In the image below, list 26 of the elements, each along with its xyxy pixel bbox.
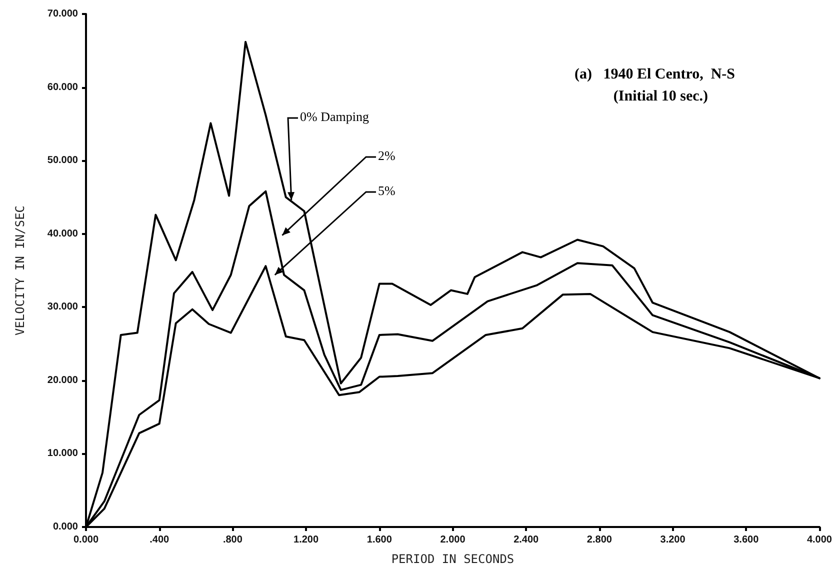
y-tick-label: 10.000 (47, 448, 78, 460)
text: 2% (378, 148, 396, 163)
y-tick-label: 0.000 (52, 522, 78, 532)
y-tick-label: 50.000 (47, 155, 78, 166)
text: 0% Damping (300, 109, 370, 124)
y-tick-label: 20.000 (47, 374, 78, 386)
x-tick-label: 3.600 (734, 534, 760, 546)
x-tick-label: 1.600 (366, 534, 392, 546)
x-tick-label: 3.200 (660, 534, 686, 546)
y-axis-title: VELOCITY IN IN/SEC (13, 205, 27, 336)
y-tick-label: 70.000 (47, 8, 78, 20)
x-tick-label: 2.000 (440, 534, 466, 546)
y-tick-label: 30.000 (47, 302, 78, 313)
x-tick-label: 4.000 (806, 534, 832, 546)
x-tick-label: 2.400 (514, 534, 540, 546)
text: (a) 1940 El Centro, N-S (574, 66, 735, 82)
text: (Initial 10 sec.) (613, 88, 708, 104)
x-tick-label: 0.000 (73, 534, 99, 546)
x-axis-title: PERIOD IN SECONDS (391, 552, 514, 566)
x-tick-label: .800 (222, 534, 243, 546)
x-tick-label: 1.200 (294, 534, 319, 546)
y-tick-label: 40.000 (47, 228, 78, 240)
x-tick-label: .400 (150, 534, 170, 546)
text: 5% (378, 183, 396, 198)
x-tick-label: 2.800 (586, 534, 612, 546)
y-tick-label: 60.000 (47, 82, 78, 93)
